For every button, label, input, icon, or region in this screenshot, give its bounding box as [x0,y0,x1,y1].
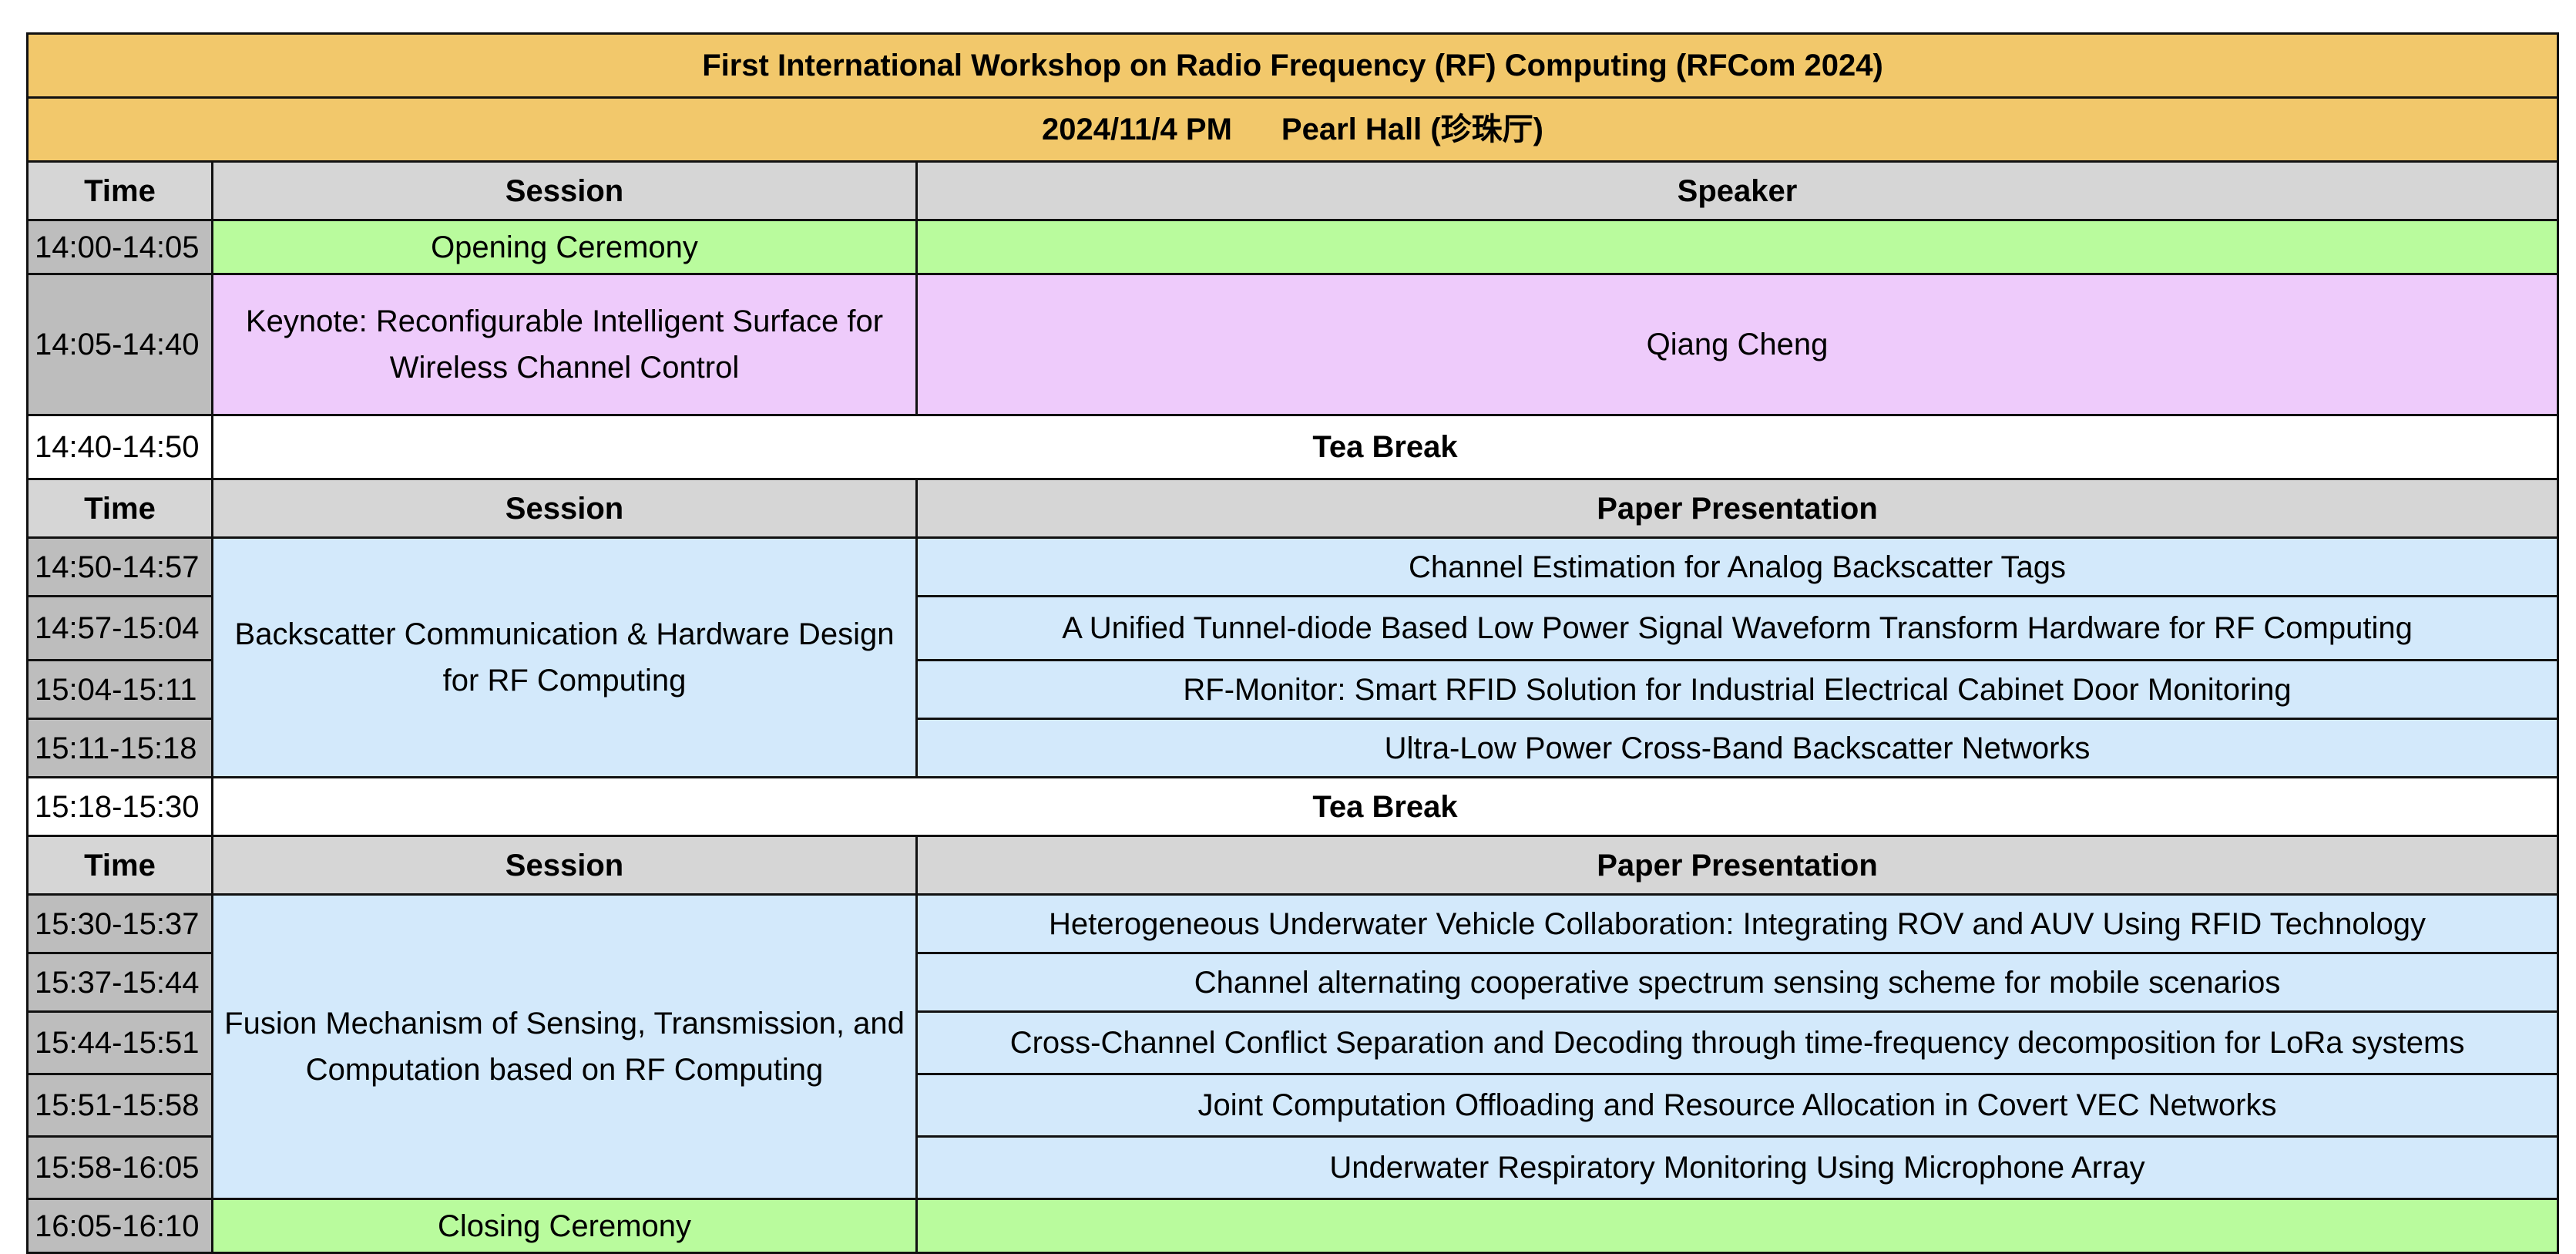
opening-row: 14:00-14:05 Opening Ceremony [26,219,2560,275]
column-header-row: Time Session Paper Presentation [26,835,2560,896]
talk-row: 14:57-15:04 A Unified Tunnel-diode Based… [26,595,2560,661]
time-cell: 15:11-15:18 [26,718,213,778]
closing-ceremony: Closing Ceremony [211,1198,918,1254]
session-name: Fusion Mechanism of Sensing, Transmissio… [211,893,918,1200]
time-cell: 16:05-16:10 [26,1198,213,1254]
time-cell: 15:04-15:11 [26,659,213,720]
time-cell: 15:37-15:44 [26,952,213,1013]
time-cell: 14:00-14:05 [26,219,213,275]
workshop-title: First International Workshop on Radio Fr… [25,32,2560,99]
time-cell: 14:05-14:40 [26,273,213,416]
column-header-time: Time [26,478,213,539]
column-header-session: Session [211,835,918,896]
closing-row: 16:05-16:10 Closing Ceremony [26,1198,2560,1254]
time-cell: 14:57-15:04 [26,595,213,661]
talk-row: 15:58-16:05 Underwater Respiratory Monit… [26,1135,2560,1200]
tea-break-label: Tea Break [210,776,2560,837]
talk-row: 15:37-15:44 Channel alternating cooperat… [26,952,2560,1013]
column-header-time: Time [26,835,213,896]
time-cell: 14:50-14:57 [26,536,213,597]
keynote-row: 14:05-14:40 Keynote: Reconfigurable Inte… [26,273,2560,416]
paper-title: Underwater Respiratory Monitoring Using … [915,1135,2560,1200]
talk-row: 14:50-14:57 Backscatter Communication & … [26,536,2560,778]
talk-row: 15:04-15:11 RF-Monitor: Smart RFID Solut… [26,659,2560,720]
column-header-paper: Paper Presentation [915,835,2560,896]
event-venue: Pearl Hall (珍珠厅) [1281,113,1543,146]
time-cell: 15:51-15:58 [26,1073,213,1138]
time-cell: 15:30-15:37 [26,893,213,954]
tea-break-label: Tea Break [210,414,2560,480]
workshop-schedule-table: First International Workshop on Radio Fr… [25,32,2560,1254]
talk-row: 15:30-15:37 Fusion Mechanism of Sensing,… [26,893,2560,1200]
session-name-text: Fusion Mechanism of Sensing, Transmissio… [224,1007,905,1087]
column-header-row: Time Session Paper Presentation [26,478,2560,539]
tea-break-row: 14:40-14:50 Tea Break [26,414,2560,480]
paper-title: A Unified Tunnel-diode Based Low Power S… [915,595,2560,661]
paper-title: Channel alternating cooperative spectrum… [915,952,2560,1013]
session-name-text: Backscatter Communication & Hardware Des… [234,617,895,698]
talk-row: 15:11-15:18 Ultra-Low Power Cross-Band B… [26,718,2560,778]
paper-title: Cross-Channel Conflict Separation and De… [915,1010,2560,1075]
column-header-paper: Paper Presentation [915,478,2560,539]
column-header-row: Time Session Speaker [26,160,2560,221]
time-cell: 14:40-14:50 [26,414,213,480]
paper-title: Heterogeneous Underwater Vehicle Collabo… [915,893,2560,954]
empty-cell [915,1198,2560,1254]
column-header-speaker: Speaker [915,160,2560,221]
talk-row: 15:44-15:51 Cross-Channel Conflict Separ… [26,1010,2560,1075]
tea-break-row: 15:18-15:30 Tea Break [26,776,2560,837]
time-cell: 15:58-16:05 [26,1135,213,1200]
column-header-session: Session [211,478,918,539]
column-header-session: Session [211,160,918,221]
keynote-speaker: Qiang Cheng [915,273,2560,416]
title-row: First International Workshop on Radio Fr… [25,32,2560,99]
column-header-time: Time [26,160,213,221]
session-name: Backscatter Communication & Hardware Des… [211,536,918,778]
time-cell: 15:44-15:51 [26,1010,213,1075]
empty-cell [915,219,2560,275]
date-venue-row: 2024/11/4 PM Pearl Hall (珍珠厅) [25,96,2560,163]
keynote-title-text: Keynote: Reconfigurable Intelligent Surf… [245,304,884,385]
talk-row: 15:51-15:58 Joint Computation Offloading… [26,1073,2560,1138]
paper-title: Joint Computation Offloading and Resourc… [915,1073,2560,1138]
keynote-title: Keynote: Reconfigurable Intelligent Surf… [211,273,918,416]
paper-title: RF-Monitor: Smart RFID Solution for Indu… [915,659,2560,720]
time-cell: 15:18-15:30 [26,776,213,837]
event-date: 2024/11/4 PM [1042,113,1232,146]
opening-ceremony: Opening Ceremony [211,219,918,275]
date-venue: 2024/11/4 PM Pearl Hall (珍珠厅) [25,96,2560,163]
paper-title: Ultra-Low Power Cross-Band Backscatter N… [915,718,2560,778]
paper-title: Channel Estimation for Analog Backscatte… [915,536,2560,597]
